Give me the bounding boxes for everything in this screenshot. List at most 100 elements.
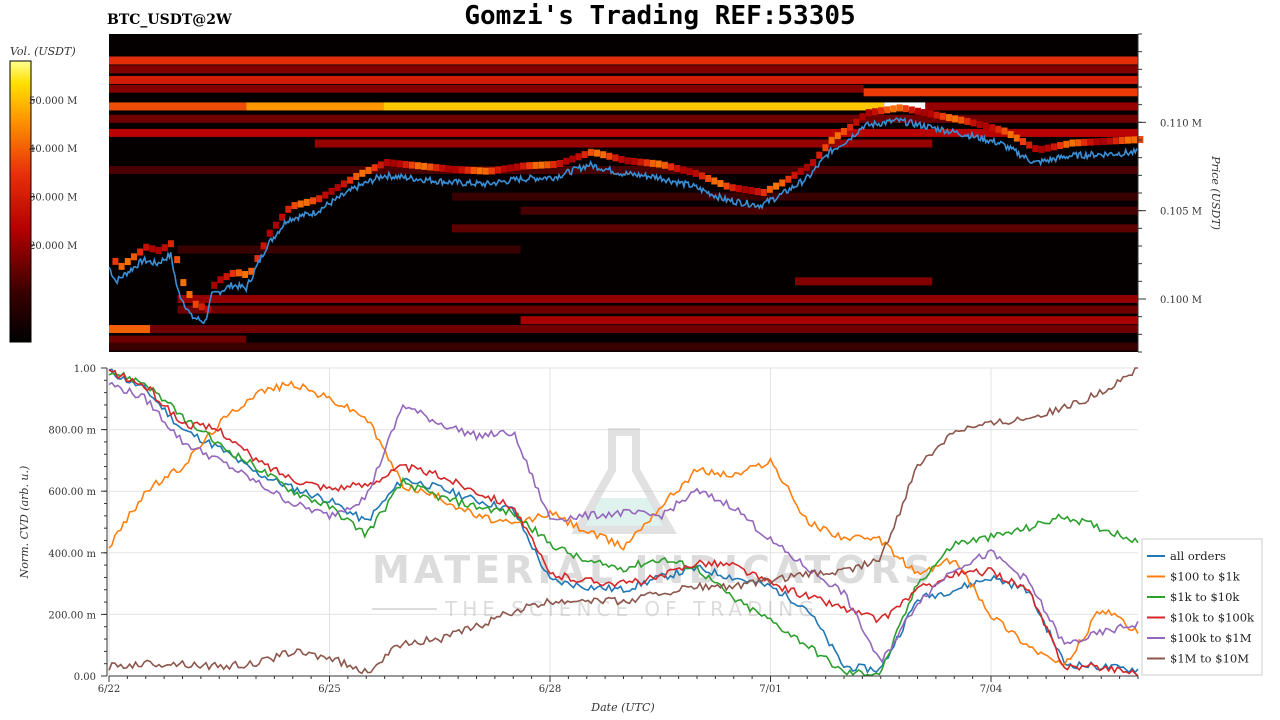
heatmap-price-block	[266, 229, 273, 237]
price-tick-label: 0.100 M	[1160, 295, 1202, 306]
price-tick-label: 0.105 M	[1160, 207, 1202, 218]
heatmap-price-block	[1001, 127, 1008, 135]
heatmap-price-block	[945, 114, 952, 122]
cvd-x-tick-label: 6/28	[539, 684, 561, 695]
price-tick-label: 0.110 M	[1160, 118, 1202, 129]
heatmap-price-block	[927, 110, 934, 118]
heatmap-price-block	[1112, 137, 1119, 145]
heatmap-price-block	[532, 161, 539, 169]
heatmap-price-block	[982, 122, 989, 130]
heatmap-price-block	[1013, 134, 1020, 142]
heatmap-price-block	[347, 176, 354, 184]
colorbar-ticks: 50.000 M 40.000 M 30.000 M 20.000 M	[29, 96, 77, 252]
heatmap-level-row	[109, 102, 247, 111]
heatmap-level-row	[452, 224, 1138, 233]
heatmap-price-block	[890, 105, 897, 113]
heatmap-price-block	[384, 159, 391, 167]
cvd-series-line	[108, 369, 1139, 677]
heatmap-price-block	[211, 281, 218, 289]
heatmap-price-block	[161, 244, 168, 252]
legend-entry-label: $1M to $10M	[1170, 652, 1249, 666]
heatmap-level-row	[520, 206, 1138, 215]
heatmap-price-block	[371, 164, 378, 172]
heatmap-level-row	[177, 245, 521, 254]
heatmap-price-block	[519, 162, 526, 170]
heatmap-price-block	[766, 185, 773, 193]
heatmap-price-block	[637, 158, 644, 166]
colorbar	[9, 60, 32, 343]
heatmap-price-block	[600, 151, 607, 159]
heatmap-price-block	[198, 303, 205, 311]
heatmap-price-block	[242, 270, 249, 278]
heatmap-price-block	[754, 188, 761, 196]
cvd-y-axis-label: Norm. CVD (arb. u.)	[18, 466, 31, 580]
heatmap-price-block	[995, 125, 1002, 133]
legend-entry-label: all orders	[1170, 549, 1226, 563]
heatmap-price-block	[433, 164, 440, 172]
heatmap-price-block	[414, 162, 421, 170]
heatmap-price-block	[538, 161, 545, 169]
legend-entry-label: $100k to $1M	[1170, 631, 1252, 645]
heatmap-level-row	[246, 102, 384, 111]
heatmap-price-block	[1106, 137, 1113, 145]
flask-icon	[571, 428, 677, 534]
heatmap-price-block	[174, 256, 181, 264]
heatmap-price-block	[507, 164, 514, 172]
heatmap-price-block	[303, 198, 310, 206]
heatmap-price-block	[865, 109, 872, 117]
heatmap-price-block	[396, 160, 403, 168]
heatmap-price-block	[1044, 144, 1051, 152]
heatmap-price-block	[581, 151, 588, 159]
heatmap-price-block	[594, 149, 601, 157]
heatmap-price-block	[112, 257, 119, 265]
heatmap-price-block	[316, 195, 323, 203]
heatmap-price-block	[1063, 140, 1070, 148]
price-axis: 0.110 M 0.105 M 0.100 M	[1137, 33, 1202, 353]
chart-title: Gomzi's Trading REF:53305	[464, 1, 856, 31]
legend: all orders $100 to $1k $1k to $10k $10k to …	[1141, 538, 1263, 676]
heatmap-price-block	[143, 243, 150, 251]
heatmap-price-block	[797, 167, 804, 175]
heatmap-level-row	[109, 114, 1138, 123]
heatmap-level-row	[314, 139, 933, 148]
heatmap-price-block	[952, 115, 959, 123]
heatmap-price-block	[235, 269, 242, 277]
heatmap-price-block	[1020, 138, 1027, 146]
heatmap-price-block	[902, 105, 909, 113]
heatmap-price-block	[760, 189, 767, 196]
heatmap-price-block	[501, 165, 508, 173]
heatmap-price-block	[513, 163, 520, 171]
heatmap-price-block	[260, 242, 267, 250]
heatmap-price-block	[921, 109, 928, 117]
heatmap-price-block	[137, 248, 144, 256]
heatmap-price-block	[828, 136, 835, 144]
flask-liquid-icon	[584, 498, 664, 526]
heatmap-price-block	[470, 166, 477, 174]
legend-entry-label: $10k to $100k	[1170, 611, 1255, 625]
heatmap-level-row	[520, 316, 1138, 325]
colorbar-label: Vol. (USDT)	[10, 45, 76, 58]
cvd-series-line	[108, 381, 1139, 664]
cvd-x-ticks: 6/22 6/25 6/28 7/01 7/04	[98, 676, 1139, 695]
heatmap-price-block	[1118, 136, 1125, 144]
heatmap-price-block	[130, 253, 137, 261]
heatmap-price-block	[840, 127, 847, 135]
heatmap-level-row	[109, 128, 1138, 137]
heatmap-price-block	[655, 160, 662, 168]
heatmap-price-block	[1057, 142, 1064, 150]
heatmap-price-block	[291, 202, 298, 210]
heatmap-price-block	[390, 159, 397, 167]
heatmap-price-block	[958, 116, 965, 124]
heatmap-price-block	[118, 262, 125, 270]
heatmap-price-block	[408, 161, 415, 169]
heatmap-price-block	[748, 187, 755, 195]
heatmap-level-row	[795, 277, 933, 286]
heatmap-price-block	[1081, 138, 1088, 146]
heatmap-price-block	[606, 152, 613, 160]
heatmap-price-block	[908, 106, 915, 114]
heatmap-price-block	[624, 157, 631, 165]
heatmap-price-block	[569, 155, 576, 163]
heatmap-price-block	[402, 160, 409, 168]
cvd-x-tick-label: 6/22	[98, 684, 120, 695]
heatmap-price-block	[1075, 139, 1082, 147]
